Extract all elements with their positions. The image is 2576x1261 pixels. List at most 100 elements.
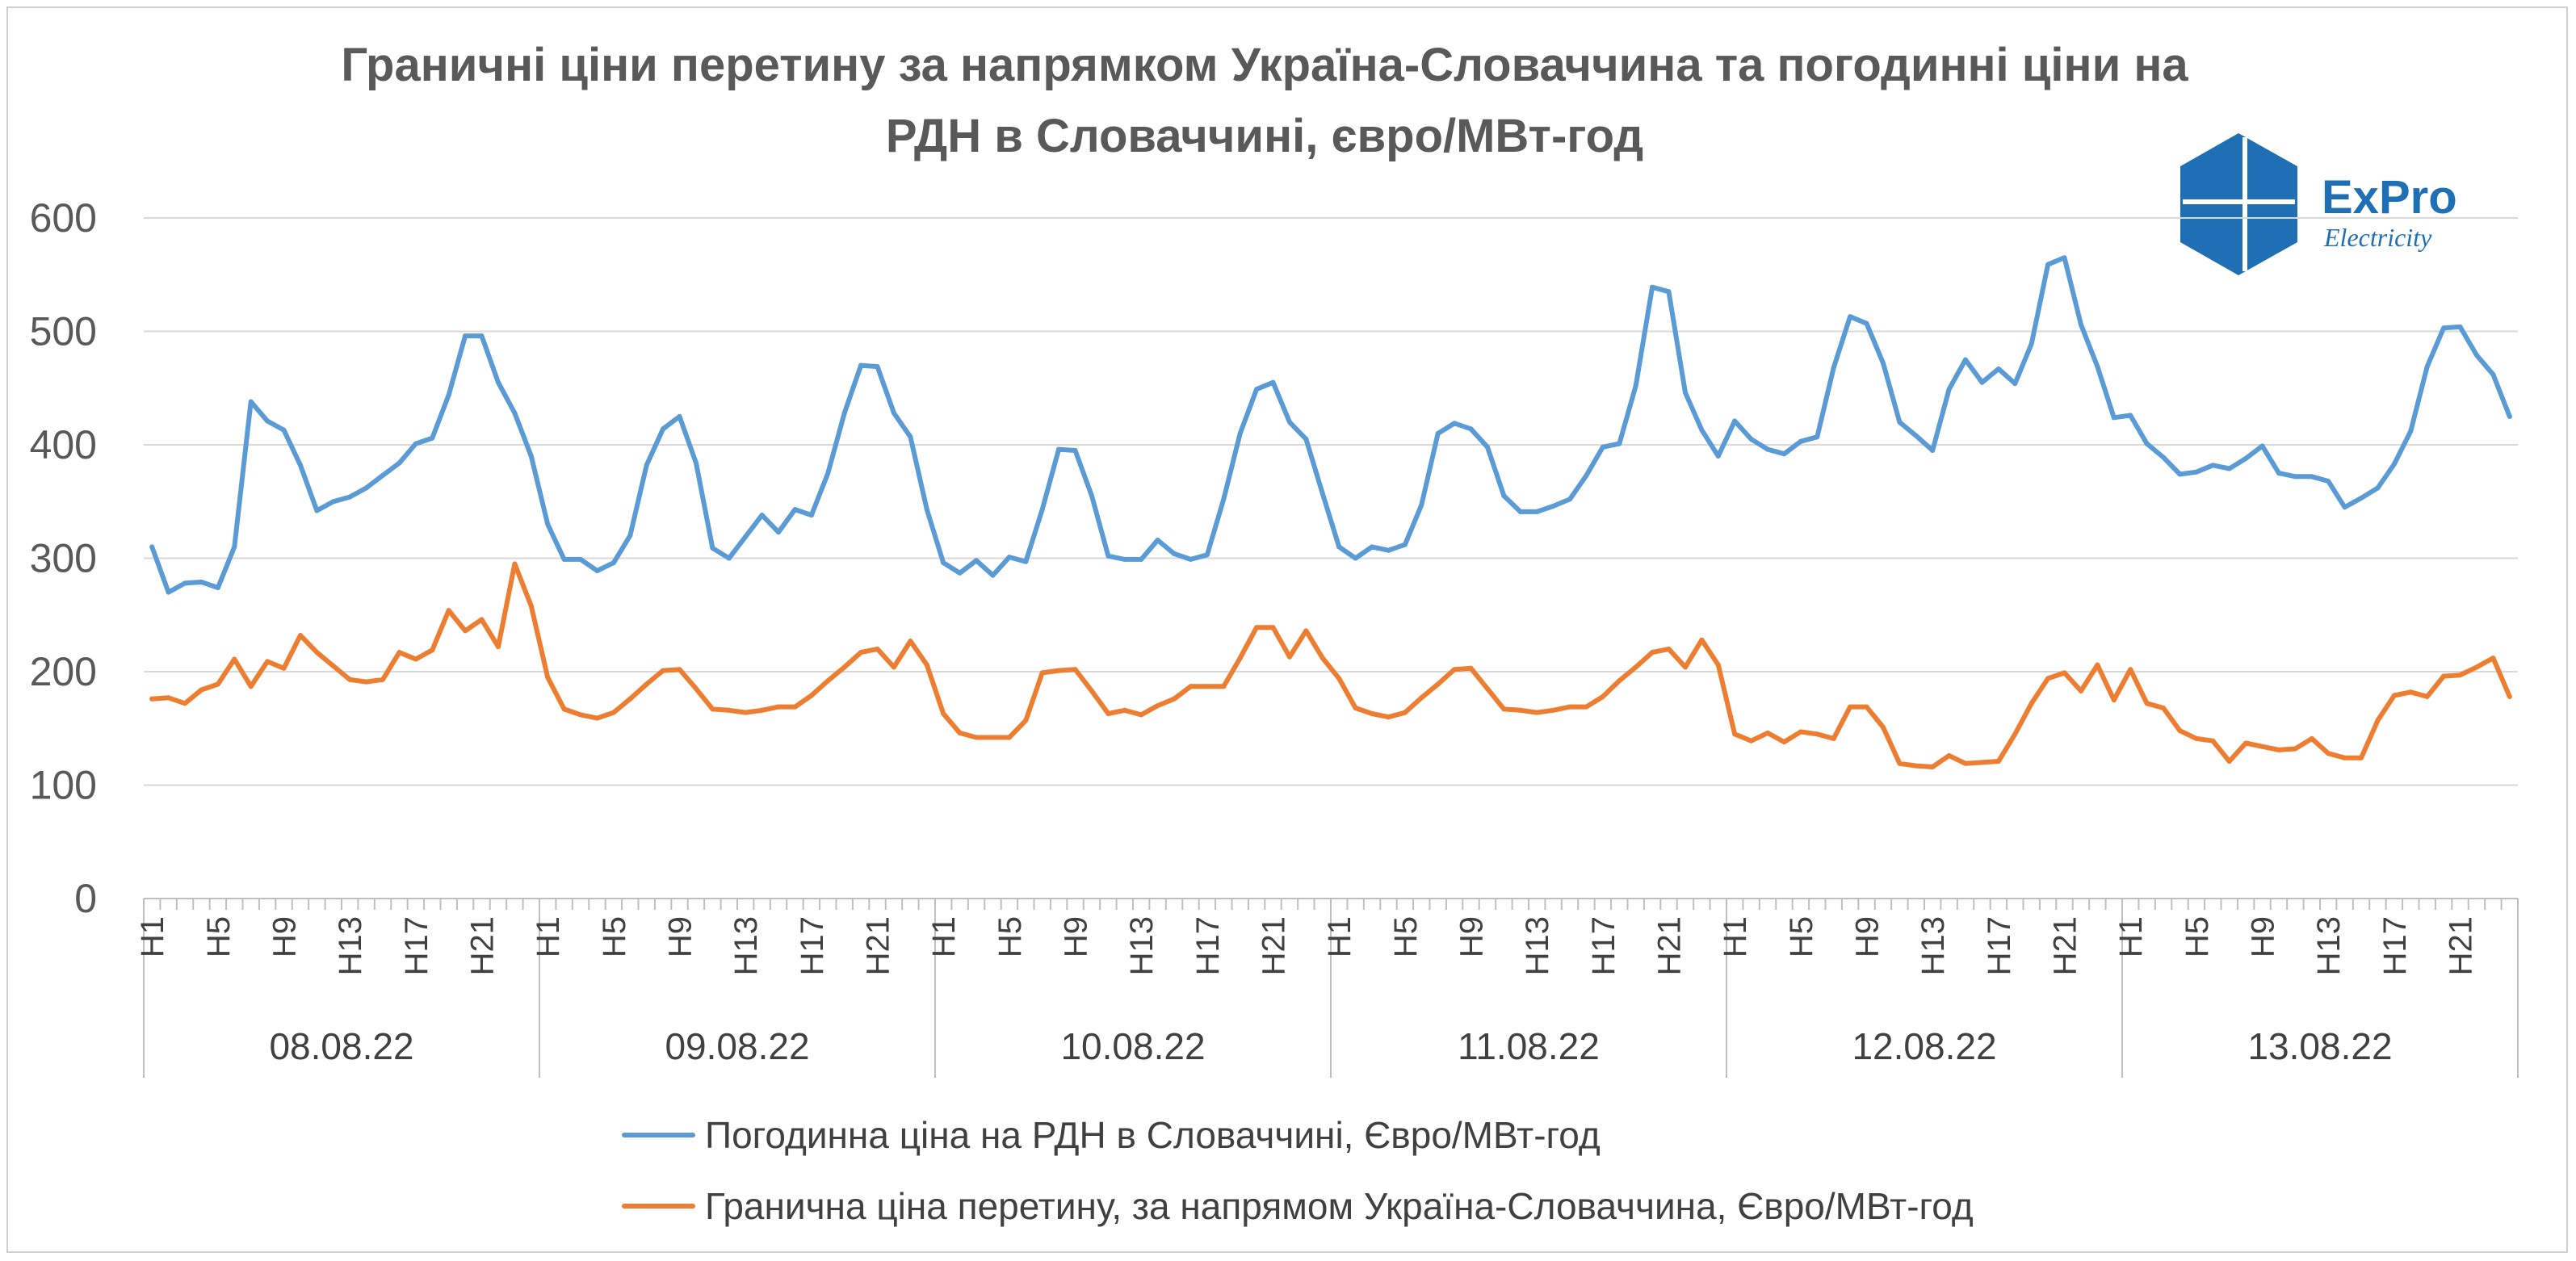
series-1-point xyxy=(1336,544,1342,550)
series-2-point xyxy=(1534,710,1540,715)
series-2-point xyxy=(1319,656,1325,661)
series-1-point xyxy=(1699,427,1705,433)
series-1-point xyxy=(2243,455,2249,461)
series-2-point xyxy=(1831,735,1836,741)
series-2-point xyxy=(2342,755,2347,760)
series-1-point xyxy=(528,454,534,459)
x-axis: H1 H5 H9 H13 H17 H21 08.08.22 H1 H5 H9 H13 H17 H21 09… xyxy=(135,898,2519,1078)
series-1-point xyxy=(232,544,237,550)
series-2-point xyxy=(941,711,946,716)
series-1-point xyxy=(1517,509,1523,514)
x-tick-label: H5 xyxy=(1784,916,1819,957)
series-1-point xyxy=(248,399,254,404)
series-1-point xyxy=(1139,556,1144,562)
series-2-point xyxy=(908,639,913,644)
x-tick-label: H13 xyxy=(2311,916,2347,975)
series-1-point xyxy=(1732,418,1738,424)
series-2-point xyxy=(463,628,468,634)
series-1-point xyxy=(726,555,732,561)
series-1-point xyxy=(1501,493,1507,499)
series-2-point xyxy=(2210,738,2216,744)
series-1-point xyxy=(2375,485,2381,491)
series-1-point xyxy=(446,392,451,398)
y-tick-label: 100 xyxy=(30,763,97,808)
series-1-point xyxy=(281,427,287,433)
series-2-point xyxy=(2161,706,2166,710)
x-tick-label: H13 xyxy=(333,916,368,975)
series-2-point xyxy=(974,735,979,740)
series-1-point xyxy=(2309,474,2314,480)
series-2-point xyxy=(479,617,485,622)
series-1-point xyxy=(2012,381,2018,387)
series-2-point xyxy=(512,561,518,567)
x-tick-label: H17 xyxy=(399,916,434,975)
series-1-point xyxy=(2474,353,2479,358)
series-1-point xyxy=(1881,360,1886,366)
series-1-point xyxy=(1237,430,1243,436)
series-2-point xyxy=(2375,718,2381,723)
series-1-point xyxy=(1600,444,1605,450)
series-1-point xyxy=(1930,448,1936,453)
series-1-point xyxy=(1353,555,1358,561)
series-2-point xyxy=(1303,628,1309,634)
series-1-point xyxy=(1798,438,1803,444)
series-1-point xyxy=(2259,443,2265,449)
y-tick-label: 0 xyxy=(74,876,97,921)
y-tick-label: 200 xyxy=(30,649,97,694)
series-2-point xyxy=(1105,711,1111,716)
series-1-point xyxy=(1452,421,1458,426)
series-2-point xyxy=(298,633,303,638)
x-tick-label: H9 xyxy=(267,916,303,957)
series-1-point xyxy=(941,560,946,566)
series-2-point xyxy=(1617,678,1622,684)
series-2-point xyxy=(1056,668,1062,673)
series-1-point xyxy=(661,426,666,432)
series-2-point xyxy=(2259,744,2265,749)
series-2-point xyxy=(1781,739,1787,745)
series-2-point xyxy=(2226,759,2232,764)
series-1-point xyxy=(1831,365,1836,371)
series-2-point xyxy=(726,707,732,713)
series-2-point xyxy=(1798,729,1803,735)
series-2-point xyxy=(2028,701,2034,706)
series-2-point xyxy=(1204,684,1210,689)
series-2-point xyxy=(166,695,171,701)
series-1-point xyxy=(1979,379,1985,385)
series-1-point xyxy=(1303,437,1309,442)
series-2-point xyxy=(281,665,287,671)
series-1-point xyxy=(314,508,320,513)
legend-label-1: Погодинна ціна на РДН в Словаччині, Євро… xyxy=(705,1114,1601,1156)
series-2-point xyxy=(875,646,880,651)
series-1-point xyxy=(610,560,616,566)
series-2-point xyxy=(1930,765,1936,769)
series-1-point xyxy=(1715,454,1721,459)
series-1-point xyxy=(1617,441,1622,446)
series-1-point xyxy=(2457,324,2463,329)
series-2-point xyxy=(1501,706,1507,712)
series-1-point xyxy=(694,460,699,466)
y-tick-label: 300 xyxy=(30,536,97,581)
series-2-point xyxy=(149,696,155,702)
series-2-point xyxy=(430,647,435,653)
series-2-point xyxy=(1039,670,1045,676)
series-1-point xyxy=(1435,430,1441,436)
series-2-point xyxy=(183,701,187,706)
series-1-point xyxy=(2193,469,2199,475)
series-2-point xyxy=(2293,746,2298,752)
series-1-point xyxy=(298,463,303,468)
series-2-point xyxy=(743,710,749,715)
series-2-point xyxy=(248,684,254,689)
x-tick-label: H5 xyxy=(2180,916,2215,957)
date-label: 09.08.22 xyxy=(665,1025,809,1067)
series-1-point xyxy=(677,413,682,419)
series-1-point xyxy=(396,460,402,466)
series-1-point xyxy=(2326,479,2331,484)
series-1-point xyxy=(1963,357,1968,362)
series-2-point xyxy=(776,704,781,710)
date-label: 11.08.22 xyxy=(1458,1025,1600,1067)
series-2-point xyxy=(2408,689,2414,695)
series-1-point xyxy=(1172,551,1177,556)
series-2-point xyxy=(594,715,600,721)
series-1-point xyxy=(1319,491,1325,496)
series-2-point xyxy=(330,664,336,668)
